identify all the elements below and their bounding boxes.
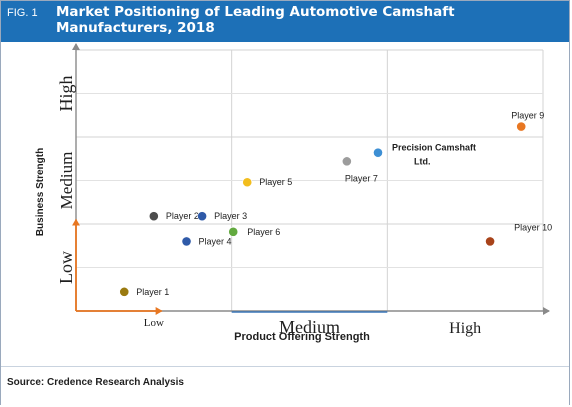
- data-point: [228, 226, 239, 237]
- y-tick-label: Low: [56, 251, 76, 284]
- figure-title: Market Positioning of Leading Automotive…: [56, 4, 455, 36]
- data-point: [485, 236, 495, 247]
- figure-header: FIG. 1 Market Positioning of Leading Aut…: [1, 1, 569, 42]
- chart-axes: [72, 43, 550, 315]
- chart-tick-labels: Low Medium High Low Medium High: [56, 76, 481, 338]
- source-note: Source: Credence Research Analysis: [7, 377, 184, 388]
- data-point: [119, 286, 130, 297]
- point-label: Player 4: [199, 236, 232, 246]
- point-label: Player 10: [514, 222, 552, 232]
- point-label: Player 1: [136, 287, 169, 297]
- chart-grid: [76, 49, 544, 311]
- x-tick-label: Medium: [279, 317, 340, 337]
- x-axis-title: Product Offering Strength: [234, 331, 370, 343]
- point-label: Player 2: [166, 211, 199, 221]
- source-bar: Source: Credence Research Analysis: [1, 366, 569, 405]
- data-point: [148, 211, 159, 222]
- data-point: [197, 211, 207, 222]
- x-tick-label: Low: [144, 317, 164, 329]
- data-point: [341, 156, 352, 167]
- data-point: [516, 121, 527, 132]
- y-tick-label: High: [56, 76, 76, 112]
- chart-points: Player 1 Player 2 Player 3 Player 4 Player 5…: [119, 111, 552, 297]
- point-label: Player 9: [511, 111, 544, 121]
- point-label: Player 6: [247, 227, 280, 237]
- data-point: [242, 177, 253, 188]
- y-axis-title: Business Strength: [35, 148, 46, 236]
- x-tick-label: High: [449, 320, 481, 337]
- point-label: Player 3: [214, 211, 247, 221]
- point-label: Precision Camshaft Ltd.: [392, 143, 476, 167]
- figure-label: FIG. 1: [7, 7, 38, 19]
- y-tick-label: Medium: [57, 152, 76, 210]
- data-point: [181, 236, 192, 247]
- point-label: Player 7: [345, 173, 378, 183]
- data-point: [373, 147, 383, 158]
- point-label: Player 5: [259, 177, 292, 187]
